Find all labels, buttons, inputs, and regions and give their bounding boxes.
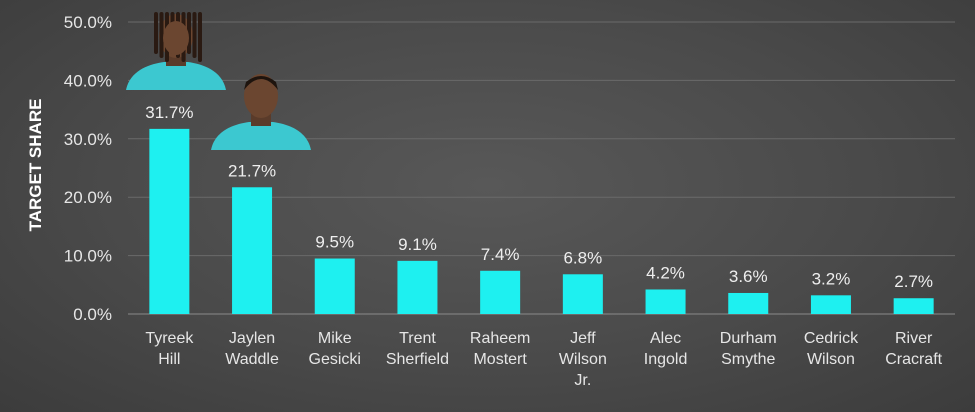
data-label: 3.6%: [729, 267, 768, 286]
player-photos: [126, 12, 311, 150]
bars: [149, 128, 934, 314]
data-label: 31.7%: [145, 103, 193, 122]
x-tick-label: Jaylen Waddle: [225, 330, 279, 368]
x-tick-label-line: Wilson: [559, 351, 607, 368]
data-label: 9.5%: [315, 233, 354, 252]
x-tick-label-line: River: [895, 330, 933, 347]
bar: [562, 274, 603, 314]
x-tick-label: Trent Sherfield: [386, 330, 449, 368]
jersey: [126, 62, 226, 90]
y-axis-ticks: 0.0% 10.0% 20.0% 30.0% 40.0% 50.0%: [64, 13, 112, 324]
bar: [149, 128, 190, 314]
y-tick-label: 40.0%: [64, 71, 112, 90]
bar: [893, 298, 934, 314]
x-tick-label: Alec Ingold: [644, 330, 688, 368]
data-label: 2.7%: [894, 272, 933, 291]
x-tick-label-line: Alec: [650, 330, 681, 347]
x-tick-label-line: Waddle: [225, 351, 279, 368]
bar: [397, 260, 438, 314]
bar: [480, 270, 521, 314]
x-tick-label-line: Gesicki: [309, 351, 361, 368]
x-tick-label-line: Durham: [720, 330, 777, 347]
bar: [810, 295, 851, 314]
data-label: 21.7%: [228, 161, 276, 180]
y-tick-label: 30.0%: [64, 130, 112, 149]
data-label: 9.1%: [398, 235, 437, 254]
x-tick-label-line: Hill: [158, 351, 180, 368]
x-tick-label: River Cracraft: [885, 330, 942, 368]
x-tick-label-line: Sherfield: [386, 351, 449, 368]
y-tick-label: 50.0%: [64, 13, 112, 32]
bar: [232, 187, 273, 314]
hair-strand: [159, 12, 164, 58]
x-tick-label-line: Raheem: [470, 330, 530, 347]
x-tick-label: Tyreek Hill: [145, 330, 194, 368]
x-tick-label-line: Cracraft: [885, 351, 942, 368]
x-tick-label-line: Trent: [399, 330, 436, 347]
hair-strand: [198, 12, 202, 62]
x-tick-label: Raheem Mostert: [470, 330, 530, 368]
x-tick-label-line: Ingold: [644, 351, 688, 368]
hair-strand: [154, 12, 158, 54]
player-photo: [126, 12, 226, 90]
x-tick-label-line: Smythe: [721, 351, 775, 368]
face: [163, 21, 189, 55]
data-label: 3.2%: [812, 269, 851, 288]
x-tick-label-line: Jaylen: [229, 330, 275, 347]
x-tick-label: Jeff Wilson Jr.: [559, 330, 607, 389]
hair-strand: [192, 12, 197, 58]
jersey: [211, 122, 311, 150]
bar: [645, 289, 686, 314]
y-tick-label: 0.0%: [73, 305, 112, 324]
x-tick-label-line: Tyreek: [145, 330, 194, 347]
bar: [728, 292, 769, 314]
data-labels: 31.7% 21.7% 9.5% 9.1% 7.4% 6.8% 4.2% 3.6% 3.2% 2.…: [145, 103, 933, 291]
x-tick-label-line: Jr.: [574, 372, 591, 389]
player-photo: [211, 74, 311, 150]
x-tick-label-line: Jeff: [570, 330, 596, 347]
x-tick-label-line: Mike: [318, 330, 352, 347]
data-label: 4.2%: [646, 263, 685, 282]
bar: [314, 258, 355, 314]
y-tick-label: 20.0%: [64, 188, 112, 207]
x-axis-labels: Tyreek Hill Jaylen Waddle Mike Gesicki Trent Sh…: [145, 330, 942, 389]
x-tick-label-line: Mostert: [473, 351, 527, 368]
x-tick-label: Durham Smythe: [720, 330, 777, 368]
hair: [244, 76, 278, 90]
head: [244, 74, 278, 118]
x-tick-label-line: Cedrick: [804, 330, 859, 347]
x-tick-label-line: Wilson: [807, 351, 855, 368]
data-label: 7.4%: [481, 245, 520, 264]
y-tick-label: 10.0%: [64, 247, 112, 266]
x-tick-label: Mike Gesicki: [309, 330, 361, 368]
y-axis-label: TARGET SHARE: [26, 99, 45, 232]
x-tick-label: Cedrick Wilson: [804, 330, 859, 368]
data-label: 6.8%: [563, 248, 602, 267]
